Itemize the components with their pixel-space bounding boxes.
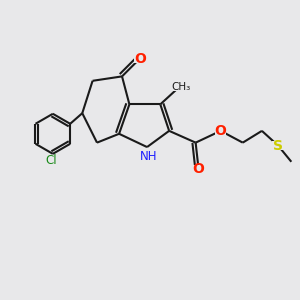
Bar [142,152,155,160]
Text: Cl: Cl [46,154,57,167]
Bar [173,82,189,91]
Bar [193,165,204,174]
Text: O: O [134,52,146,66]
Text: NH: NH [140,150,157,163]
Text: O: O [215,124,226,138]
Bar [272,141,284,150]
Bar [215,126,226,135]
Text: O: O [193,162,205,176]
Text: CH₃: CH₃ [171,82,190,92]
Bar [43,156,59,165]
Bar [134,54,145,63]
Text: S: S [273,139,283,153]
